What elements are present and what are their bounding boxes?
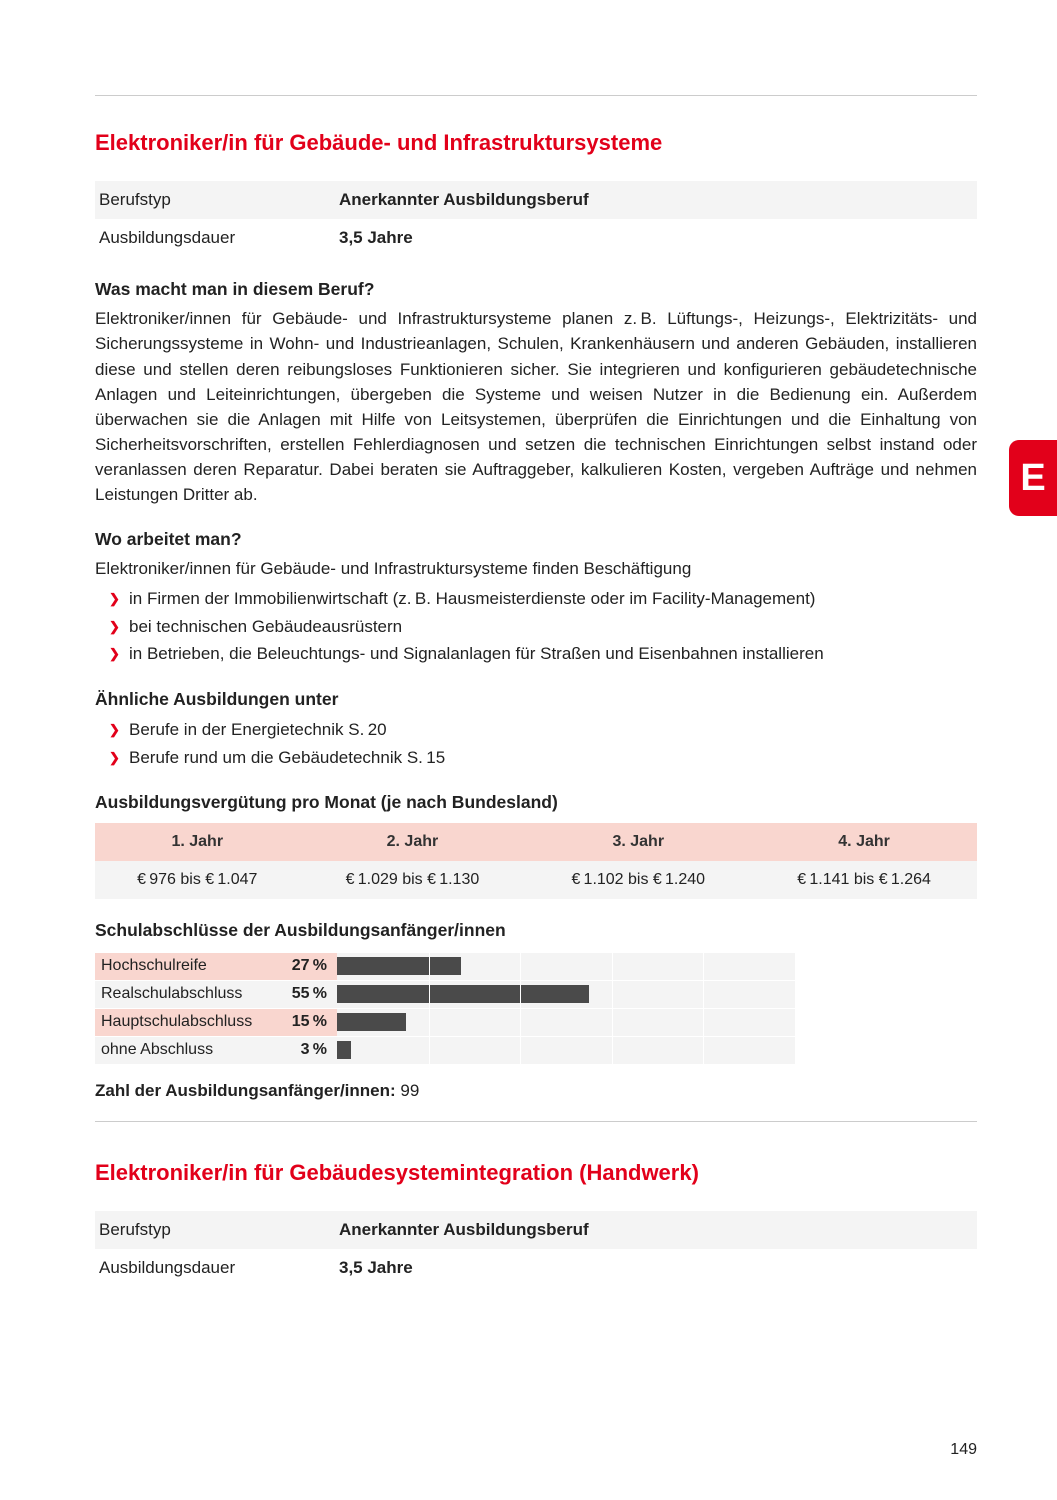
edu-bar-wrap bbox=[337, 953, 795, 980]
info-row: Ausbildungsdauer 3,5 Jahre bbox=[95, 219, 977, 257]
edu-grid-line bbox=[429, 1037, 430, 1064]
edu-label: Realschulabschluss bbox=[95, 982, 285, 1006]
edu-grid-line bbox=[612, 953, 613, 980]
edu-percent: 27 % bbox=[285, 954, 337, 978]
edu-grid-line bbox=[429, 1009, 430, 1036]
edu-bar bbox=[337, 1041, 351, 1059]
list-item: in Firmen der Immobilienwirtschaft (z. B… bbox=[129, 585, 977, 613]
job1-pay-table: 1. Jahr 2. Jahr 3. Jahr 4. Jahr € 976 bi… bbox=[95, 823, 977, 899]
edu-bar-wrap bbox=[337, 981, 795, 1008]
info-label: Berufstyp bbox=[95, 1211, 335, 1249]
top-rule bbox=[95, 95, 977, 96]
pay-cell: € 1.141 bis € 1.264 bbox=[751, 861, 977, 899]
edu-grid-line bbox=[612, 981, 613, 1008]
job1-title: Elektroniker/in für Gebäude- und Infrast… bbox=[95, 126, 977, 159]
edu-grid-line bbox=[612, 1009, 613, 1036]
edu-label: Hauptschulabschluss bbox=[95, 1010, 285, 1034]
edu-grid-line bbox=[520, 1037, 521, 1064]
job1-where-heading: Wo arbeitet man? bbox=[95, 526, 977, 552]
edu-grid-line bbox=[429, 953, 430, 980]
pay-header: 3. Jahr bbox=[525, 823, 751, 861]
list-item: Berufe in der Energietechnik S. 20 bbox=[129, 716, 977, 744]
info-value: Anerkannter Ausbildungsberuf bbox=[335, 181, 977, 219]
section-rule bbox=[95, 1121, 977, 1122]
edu-bar-wrap bbox=[337, 1037, 795, 1064]
job1-desc-heading: Was macht man in diesem Beruf? bbox=[95, 276, 977, 302]
info-value: 3,5 Jahre bbox=[335, 219, 977, 257]
job1-pay-heading: Ausbildungsvergütung pro Monat (je nach … bbox=[95, 789, 977, 815]
pay-cell: € 1.102 bis € 1.240 bbox=[525, 861, 751, 899]
info-row: Ausbildungsdauer 3,5 Jahre bbox=[95, 1249, 977, 1287]
edu-bar bbox=[337, 957, 461, 975]
info-row: Berufstyp Anerkannter Ausbildungsberuf bbox=[95, 1211, 977, 1249]
edu-grid-line bbox=[429, 981, 430, 1008]
job1-edu-chart: Hochschulreife27 %Realschulabschluss55 %… bbox=[95, 952, 795, 1064]
job2-info-table: Berufstyp Anerkannter Ausbildungsberuf A… bbox=[95, 1211, 977, 1286]
pay-header: 2. Jahr bbox=[300, 823, 526, 861]
edu-grid-line bbox=[520, 953, 521, 980]
job1-where-list: in Firmen der Immobilienwirtschaft (z. B… bbox=[95, 585, 977, 668]
count-value: 99 bbox=[400, 1081, 419, 1100]
pay-cell: € 1.029 bis € 1.130 bbox=[300, 861, 526, 899]
job1-edu-heading: Schulabschlüsse der Ausbildungsanfänger/… bbox=[95, 917, 977, 943]
job1-similar-list: Berufe in der Energietechnik S. 20 Beruf… bbox=[95, 716, 977, 771]
edu-grid-line bbox=[703, 981, 704, 1008]
edu-grid-line bbox=[612, 1037, 613, 1064]
job1-desc-text: Elektroniker/innen für Gebäude- und Infr… bbox=[95, 306, 977, 507]
info-label: Berufstyp bbox=[95, 181, 335, 219]
info-label: Ausbildungsdauer bbox=[95, 1249, 335, 1287]
job1-where-intro: Elektroniker/innen für Gebäude- und Infr… bbox=[95, 556, 977, 582]
edu-row: Realschulabschluss55 % bbox=[95, 980, 795, 1008]
list-item: Berufe rund um die Gebäudetechnik S. 15 bbox=[129, 744, 977, 772]
job2-title: Elektroniker/in für Gebäudesystemintegra… bbox=[95, 1156, 977, 1189]
edu-grid-line bbox=[520, 1009, 521, 1036]
edu-grid-line bbox=[703, 953, 704, 980]
list-item: bei technischen Gebäudeausrüstern bbox=[129, 613, 977, 641]
edu-bar bbox=[337, 985, 589, 1003]
list-item: in Betrieben, die Beleuchtungs- und Sign… bbox=[129, 640, 977, 668]
pay-header: 1. Jahr bbox=[95, 823, 300, 861]
pay-cell: € 976 bis € 1.047 bbox=[95, 861, 300, 899]
edu-grid-line bbox=[703, 1037, 704, 1064]
info-label: Ausbildungsdauer bbox=[95, 219, 335, 257]
side-tab: E bbox=[1009, 440, 1057, 516]
edu-label: Hochschulreife bbox=[95, 954, 285, 978]
edu-label: ohne Abschluss bbox=[95, 1038, 285, 1062]
job1-info-table: Berufstyp Anerkannter Ausbildungsberuf A… bbox=[95, 181, 977, 256]
edu-bar bbox=[337, 1013, 406, 1031]
edu-percent: 55 % bbox=[285, 982, 337, 1006]
page-number: 149 bbox=[950, 1438, 977, 1462]
edu-grid-line bbox=[520, 981, 521, 1008]
edu-row: Hochschulreife27 % bbox=[95, 952, 795, 980]
edu-bar-wrap bbox=[337, 1009, 795, 1036]
edu-percent: 3 % bbox=[285, 1038, 337, 1062]
edu-percent: 15 % bbox=[285, 1010, 337, 1034]
edu-row: Hauptschulabschluss15 % bbox=[95, 1008, 795, 1036]
job1-count-line: Zahl der Ausbildungsanfänger/innen: 99 bbox=[95, 1078, 977, 1104]
edu-grid-line bbox=[703, 1009, 704, 1036]
info-value: 3,5 Jahre bbox=[335, 1249, 977, 1287]
info-row: Berufstyp Anerkannter Ausbildungsberuf bbox=[95, 181, 977, 219]
info-value: Anerkannter Ausbildungsberuf bbox=[335, 1211, 977, 1249]
edu-row: ohne Abschluss3 % bbox=[95, 1036, 795, 1064]
count-label: Zahl der Ausbildungsanfänger/innen: bbox=[95, 1081, 396, 1100]
job1-similar-heading: Ähnliche Ausbildungen unter bbox=[95, 686, 977, 712]
pay-header: 4. Jahr bbox=[751, 823, 977, 861]
